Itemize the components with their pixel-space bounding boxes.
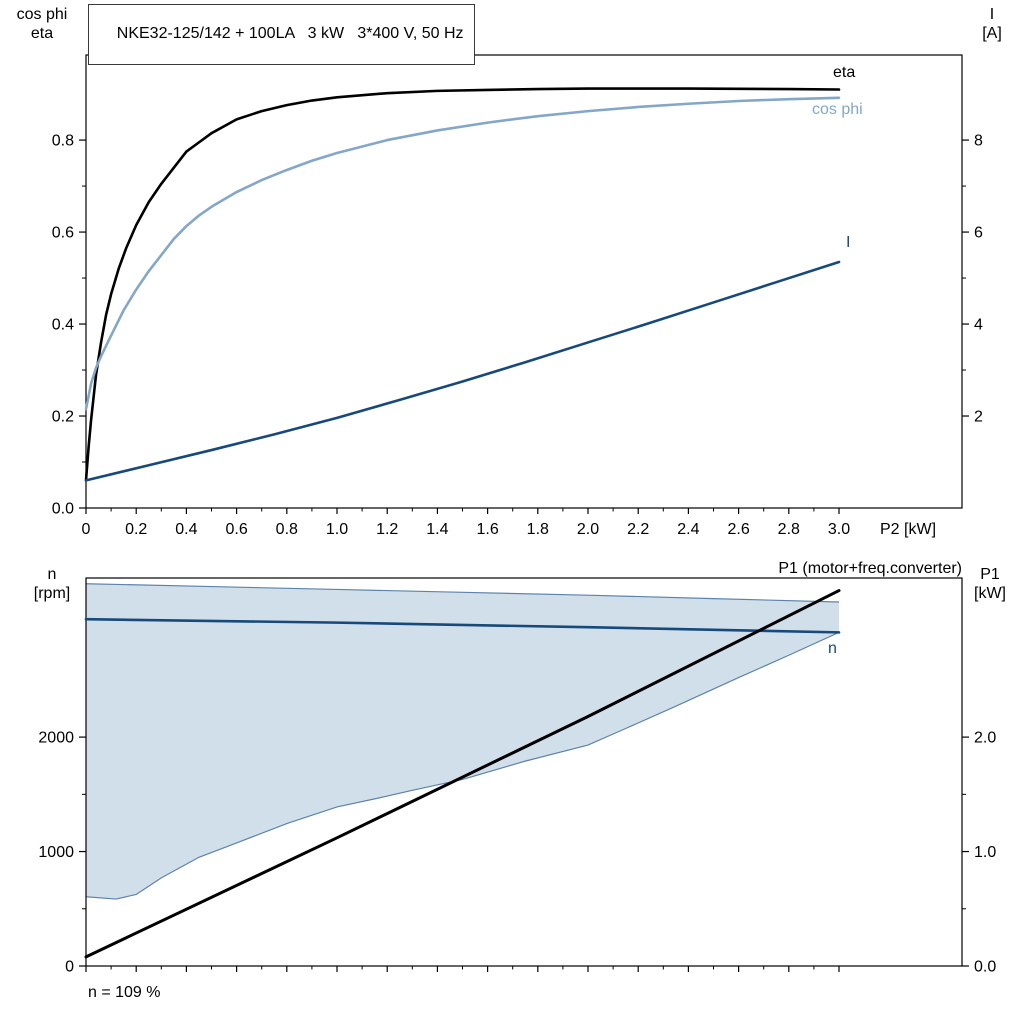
y-right-tick-label: 0.0 <box>974 959 996 976</box>
eta-curve-label: eta <box>833 64 856 81</box>
y-left-tick-label: 0.0 <box>52 501 74 518</box>
cosphi-curve-label: cos phi <box>812 101 863 118</box>
speed-range-band <box>86 583 840 900</box>
x-tick-label: 3.0 <box>828 521 850 538</box>
speed-range-lower-edge <box>85 631 840 900</box>
y-left-tick-label: 0.8 <box>52 133 74 150</box>
x-tick-label: 2.8 <box>778 521 800 538</box>
chart-title-box: NKE32-125/142 + 100LA 3 kW 3*400 V, 50 H… <box>88 4 475 65</box>
x-tick-label: 0.6 <box>225 521 247 538</box>
speed-range-upper-edge <box>85 583 840 603</box>
x-tick-label: 1.2 <box>376 521 398 538</box>
plot-frame <box>85 54 963 509</box>
axis-label-speed-unit: [rpm] <box>33 585 71 602</box>
axis-label-p1-unit: [kW] <box>974 585 1006 602</box>
x-tick-label: 0.2 <box>125 521 147 538</box>
speed-curve-label: n <box>828 640 837 657</box>
x-tick-label: 1.8 <box>527 521 549 538</box>
plot-frame <box>85 577 963 967</box>
top-right-axis-label: I [A] <box>972 5 1012 43</box>
chart-title: NKE32-125/142 + 100LA 3 kW 3*400 V, 50 H… <box>116 25 464 42</box>
speed-percent-note: n = 109 % <box>88 984 161 1001</box>
y-right-tick-label: 2.0 <box>974 730 996 747</box>
axis-label-current: I <box>989 6 995 23</box>
series-i <box>84 260 841 482</box>
y-left-tick-label: 2000 <box>38 730 74 747</box>
x-tick-label: 0.8 <box>276 521 298 538</box>
axis-label-p1: P1 <box>980 566 1000 583</box>
bottom-right-axis-label: P1 [kW] <box>964 565 1016 603</box>
series-eta <box>84 87 841 482</box>
x-axis-label: P2 [kW] <box>880 521 937 538</box>
x-tick-label: 1.0 <box>326 521 348 538</box>
axis-label-cosphi: cos phi <box>16 6 68 23</box>
top-left-axis-label: cos phi eta <box>6 5 78 43</box>
y-right-tick-label: 1.0 <box>974 844 996 861</box>
x-tick-label: 2.6 <box>727 521 749 538</box>
x-tick-label: 2.0 <box>577 521 599 538</box>
series-p1-motor-freq-converter- <box>84 589 841 959</box>
y-right-tick-label: 8 <box>974 133 983 150</box>
x-tick-label: 2.2 <box>627 521 649 538</box>
y-left-tick-label: 0 <box>65 959 74 976</box>
y-left-tick-label: 0.4 <box>52 317 74 334</box>
y-left-tick-label: 0.2 <box>52 409 74 426</box>
y-right-tick-label: 2 <box>974 409 983 426</box>
x-tick-label: 0 <box>82 521 91 538</box>
series-cos-phi <box>84 96 841 411</box>
y-left-tick-label: 1000 <box>38 844 74 861</box>
y-right-tick-label: 6 <box>974 225 983 242</box>
x-tick-label: 2.4 <box>677 521 699 538</box>
axis-label-current-unit: [A] <box>982 25 1002 42</box>
axis-label-eta: eta <box>30 25 54 42</box>
y-left-tick-label: 0.6 <box>52 225 74 242</box>
y-right-tick-label: 4 <box>974 317 983 334</box>
bottom-left-axis-label: n [rpm] <box>24 565 80 603</box>
x-tick-label: 0.4 <box>175 521 197 538</box>
current-curve-label: I <box>846 234 851 251</box>
x-tick-label: 1.6 <box>476 521 498 538</box>
p1-curve-label: P1 (motor+freq.converter) <box>778 560 962 577</box>
series-n <box>84 617 841 634</box>
x-tick-label: 1.4 <box>426 521 448 538</box>
axis-label-speed: n <box>47 566 57 583</box>
